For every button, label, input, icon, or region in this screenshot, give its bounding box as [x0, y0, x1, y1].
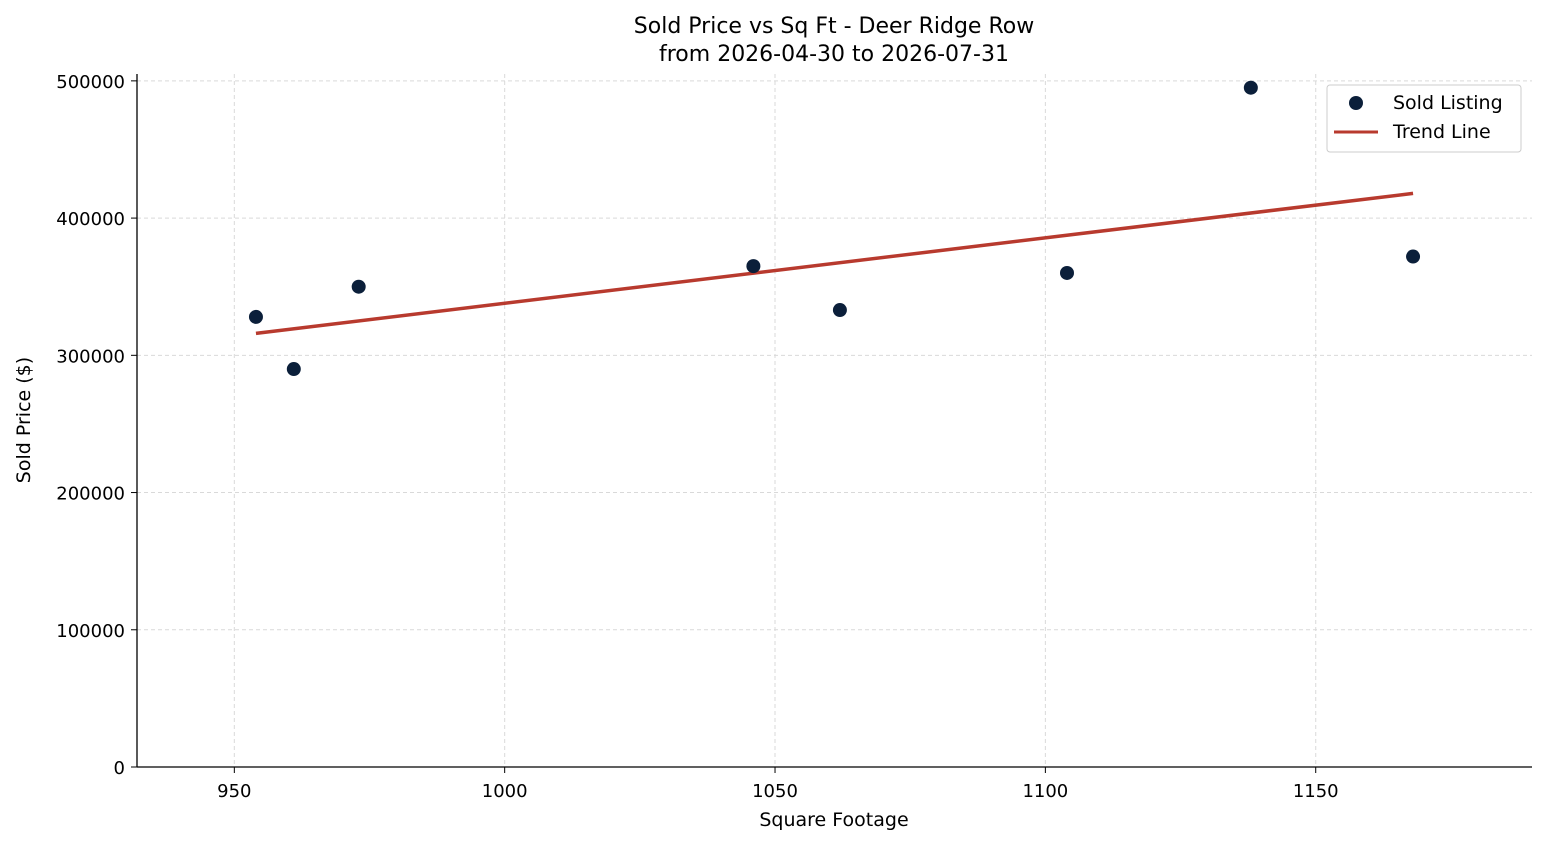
x-tick-label: 1150: [1293, 781, 1339, 802]
scatter-point: [1243, 80, 1258, 95]
y-tick-label: 400000: [56, 209, 125, 230]
trend-line: [255, 191, 1414, 336]
y-tick-label: 300000: [56, 346, 125, 367]
scatter-point: [1406, 249, 1421, 264]
y-tick-label: 0: [114, 758, 125, 779]
trend-line-layer: [255, 191, 1414, 336]
y-tick-label: 100000: [56, 621, 125, 642]
legend-box: [1326, 84, 1522, 153]
x-axis-ticks: 950 1000 1050 1100 1150: [217, 767, 1339, 802]
legend: Sold Listing Trend Line: [1326, 84, 1522, 153]
x-tick-label: 950: [217, 781, 251, 802]
scatter-points-layer: [248, 80, 1421, 377]
legend-marker-sold-listing: [1349, 96, 1363, 110]
legend-label-trend-line: Trend Line: [1392, 121, 1491, 143]
x-tick-label: 1100: [1022, 781, 1068, 802]
scatter-point: [286, 362, 301, 377]
y-tick-label: 200000: [56, 484, 125, 505]
scatter-point: [351, 279, 366, 294]
chart-subtitle: from 2026-04-30 to 2026-07-31: [659, 42, 1009, 67]
x-axis-label: Square Footage: [759, 809, 908, 831]
scatter-point: [1060, 265, 1074, 280]
gridlines: [137, 74, 1532, 768]
scatter-point: [248, 309, 263, 324]
y-axis-label: Sold Price ($): [13, 357, 35, 483]
chart-title: Sold Price vs Sq Ft - Deer Ridge Row: [634, 14, 1034, 39]
y-tick-label: 500000: [56, 72, 125, 93]
legend-label-sold-listing: Sold Listing: [1393, 92, 1503, 114]
scatter-point: [832, 303, 847, 318]
x-tick-label: 1050: [752, 781, 798, 802]
x-tick-label: 1000: [482, 781, 528, 802]
axes: [136, 74, 1532, 768]
y-axis-ticks: 0 100000 200000 300000 400000 500000: [56, 72, 137, 779]
scatter-point: [746, 259, 761, 274]
